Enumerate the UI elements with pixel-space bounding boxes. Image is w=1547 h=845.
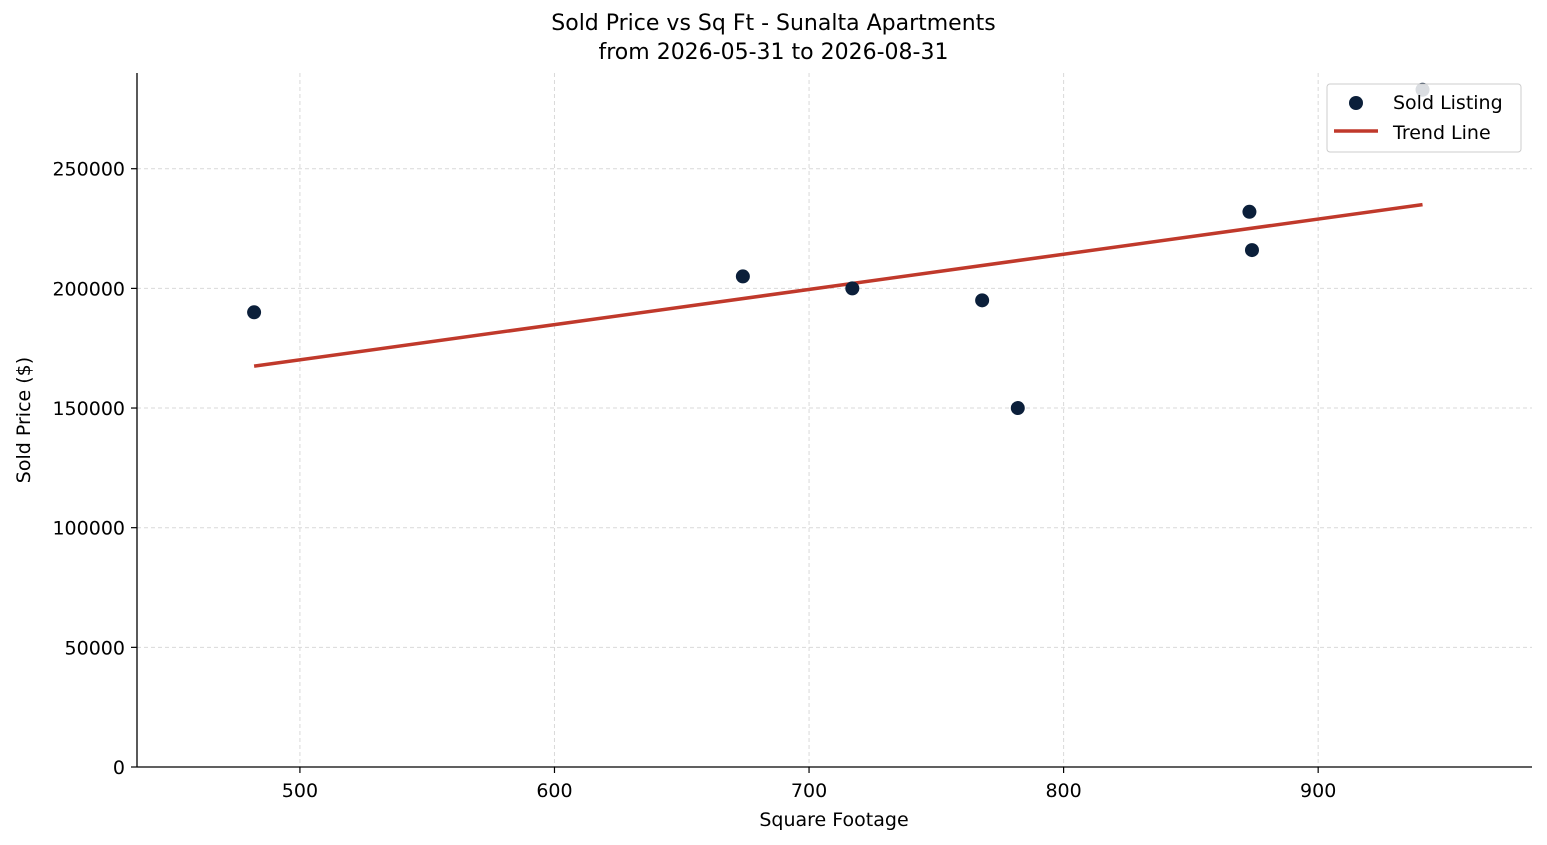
grid-lines [137,73,1532,768]
y-tick-label: 200000 [52,278,125,300]
data-point [845,281,860,296]
data-point [975,293,990,308]
legend-label-trend-line: Trend Line [1392,122,1491,144]
data-point [1242,204,1257,219]
y-tick-label: 0 [113,757,125,779]
x-tick-label: 500 [282,780,318,802]
data-point [1244,243,1259,258]
data-point [735,269,750,284]
y-tick-label: 150000 [52,398,125,420]
trend-line [253,202,1423,368]
axes [136,73,1532,768]
x-tick-label: 900 [1300,780,1336,802]
x-tick-labels: 500 600 700 800 900 [282,767,1336,802]
y-tick-label: 100000 [52,518,125,540]
data-points-layer [247,82,1430,416]
data-point [1010,401,1025,416]
legend: Sold Listing Trend Line [1326,83,1522,153]
legend-marker-sold-listing [1349,96,1363,110]
data-point [247,305,262,320]
y-tick-label: 50000 [65,637,125,659]
chart-subtitle: from 2026-05-31 to 2026-08-31 [598,40,949,65]
x-tick-label: 600 [536,780,572,802]
x-axis-label: Square Footage [759,809,908,831]
trend-line-layer [253,202,1423,368]
chart-title: Sold Price vs Sq Ft - Sunalta Apartments [551,11,996,36]
x-tick-label: 800 [1045,780,1081,802]
y-axis-label: Sold Price ($) [13,357,35,483]
legend-frame [1326,83,1522,153]
legend-label-sold-listing: Sold Listing [1393,92,1503,114]
x-tick-label: 700 [791,780,827,802]
y-tick-label: 250000 [52,159,125,181]
y-tick-labels: 0 50000 100000 150000 200000 250000 [52,159,137,779]
